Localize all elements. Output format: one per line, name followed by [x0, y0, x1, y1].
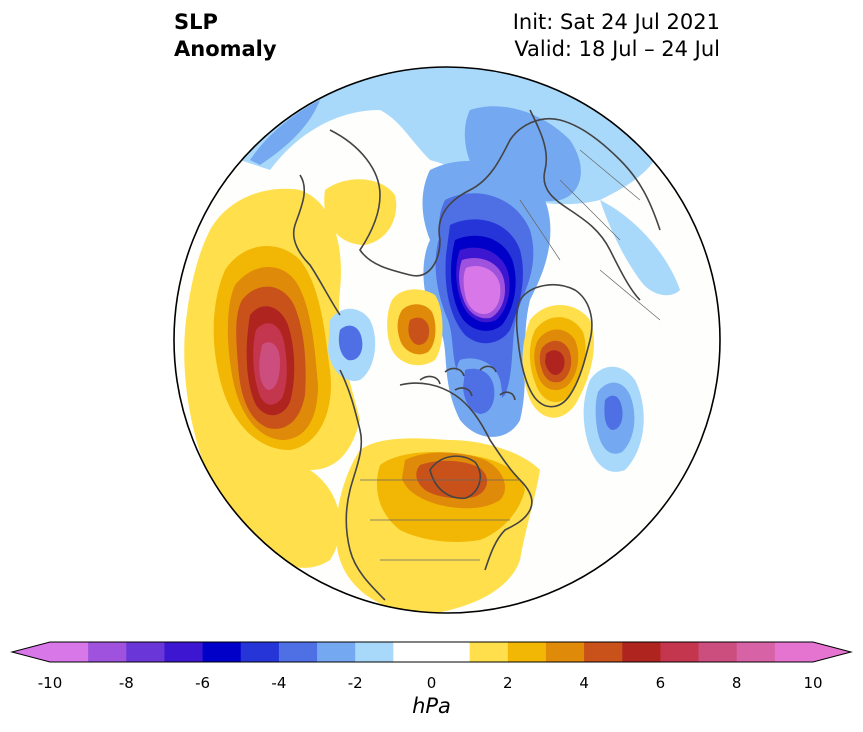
valid-range: Valid: 18 Jul – 24 Jul	[514, 37, 720, 61]
colorbar	[10, 641, 853, 663]
colorbar-extend-low	[12, 642, 50, 662]
colorbar-segment	[202, 642, 242, 662]
coastlines	[292, 109, 661, 601]
anomaly-region-barents	[600, 200, 680, 296]
colorbar-segment	[698, 642, 738, 662]
anomaly-region-eurasia-negative-2	[250, 100, 320, 165]
anomaly-region-namerica-4	[416, 460, 488, 499]
colorbar-segment	[736, 642, 776, 662]
colorbar-tick-label: 2	[503, 674, 513, 692]
anomaly-region-eastsiberia-5	[408, 317, 430, 345]
coastline-archipelago	[419, 365, 516, 401]
anomaly-region-beaufort-negative-2	[338, 325, 363, 361]
colorbar-segment	[278, 642, 318, 662]
colorbar-segment	[240, 642, 280, 662]
anomaly-region-greenland-7	[545, 350, 565, 375]
colorbar-segment	[164, 642, 204, 662]
colorbar-outline	[10, 641, 853, 663]
coastline-hudson	[429, 455, 482, 499]
colorbar-tick-label: 8	[731, 674, 742, 692]
colorbar-segment	[774, 642, 814, 662]
colorbar-tick-label: -6	[195, 674, 211, 692]
init-date: Init: Sat 24 Jul 2021	[512, 10, 720, 34]
border-lines	[360, 149, 661, 561]
colorbar-segment	[88, 642, 127, 662]
colorbar-tick-label: 0	[426, 674, 437, 692]
colorbar-segments	[12, 642, 851, 662]
anomaly-region-pacific-9	[259, 342, 280, 390]
polar-map	[173, 66, 721, 614]
colorbar-segment	[660, 642, 700, 662]
colorbar-segment	[545, 642, 585, 662]
colorbar-unit-label: hPa	[412, 694, 451, 718]
colorbar-segment	[584, 642, 623, 662]
colorbar-segment	[355, 642, 394, 662]
colorbar-tick-label: -4	[271, 674, 287, 692]
anomaly-region-arctic-7	[463, 265, 501, 315]
anomaly-region-archipelago-negative-2	[463, 368, 495, 414]
coastline-europe	[529, 109, 641, 301]
colorbar-extend-high	[813, 642, 851, 662]
colorbar-tick-label: -2	[347, 674, 363, 692]
colorbar-tick-label: 4	[579, 674, 589, 692]
map-title: SLP Anomaly	[174, 9, 277, 63]
anomaly-region-atlantic-negative-3	[604, 395, 623, 430]
borders	[360, 149, 661, 561]
colorbar-segment	[317, 642, 356, 662]
anomaly-region-siberia-positive	[324, 179, 397, 245]
title-line-1: SLP	[174, 10, 218, 34]
colorbar-tick-label: 6	[655, 674, 666, 692]
map-disc	[184, 67, 680, 613]
valid-info: Init: Sat 24 Jul 2021 Valid: 18 Jul – 24…	[513, 9, 720, 63]
colorbar-segment	[622, 642, 661, 662]
colorbar-tick-label: 10	[803, 674, 823, 692]
colorbar-segment	[393, 642, 471, 662]
coastline-greenland	[515, 284, 593, 408]
colorbar-segment	[126, 642, 165, 662]
map-rim	[173, 66, 721, 614]
title-line-2: Anomaly	[174, 37, 277, 61]
colorbar-segment	[507, 642, 547, 662]
coastline-asia	[292, 118, 661, 316]
colorbar-segment	[469, 642, 509, 662]
colorbar-tick-label: -8	[118, 674, 134, 692]
colorbar-tick-label: -10	[37, 674, 63, 692]
colorbar-segment	[50, 642, 89, 662]
